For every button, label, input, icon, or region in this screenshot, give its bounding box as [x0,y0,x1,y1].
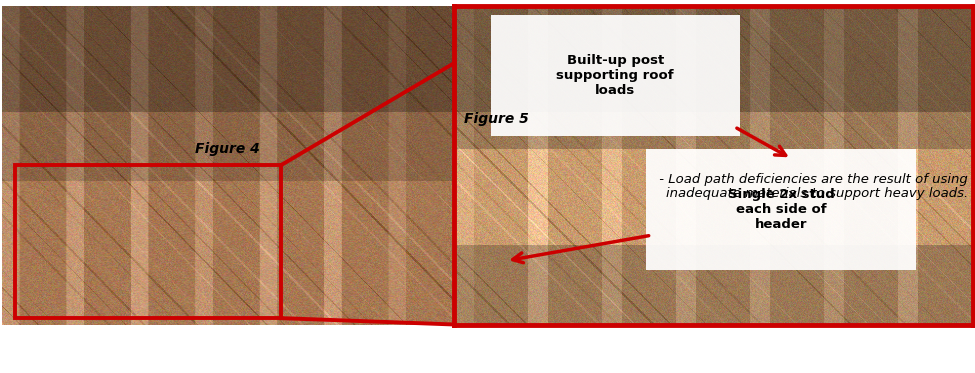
Bar [16,165,281,318]
Text: Figure 5: Figure 5 [464,112,528,126]
FancyBboxPatch shape [490,15,740,137]
Text: Built-up post
supporting roof
loads: Built-up post supporting roof loads [557,54,674,97]
Text: Figure 4: Figure 4 [195,142,259,156]
Text: - Load path deficiencies are the result of using
inadequate materials to support: - Load path deficiencies are the result … [655,172,968,201]
Text: Single 2x stud
each side of
header: Single 2x stud each side of header [727,188,835,231]
FancyBboxPatch shape [646,149,916,270]
